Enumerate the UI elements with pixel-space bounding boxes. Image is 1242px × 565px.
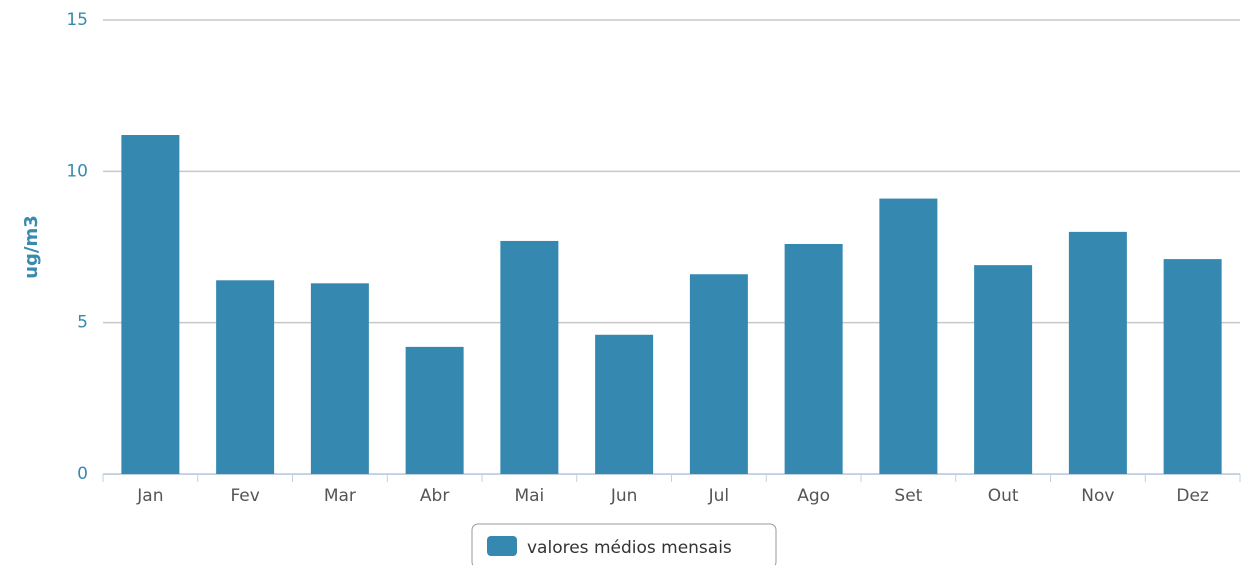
y-tick-label: 10	[66, 161, 88, 181]
bar	[310, 283, 369, 474]
x-tick-label: Ago	[797, 486, 830, 506]
x-tick-label: Nov	[1081, 486, 1114, 506]
x-tick-label: Mar	[324, 486, 356, 506]
bar	[879, 198, 938, 474]
y-axis-label: ug/m3	[21, 215, 42, 279]
x-tick-label: Fev	[230, 486, 259, 506]
x-tick-label: Jan	[136, 486, 163, 506]
x-tick-label: Abr	[420, 486, 449, 506]
x-tick-label: Mai	[514, 486, 544, 506]
x-tick-label: Dez	[1176, 486, 1209, 506]
legend-label: valores médios mensais	[527, 538, 732, 558]
y-tick-label: 5	[77, 313, 88, 333]
bar	[595, 334, 654, 474]
bar	[1068, 231, 1127, 474]
legend-swatch	[487, 536, 517, 556]
bar	[121, 135, 180, 474]
x-tick-label: Jul	[708, 486, 730, 506]
y-tick-label: 15	[66, 10, 88, 30]
bar	[405, 346, 464, 474]
bar	[974, 265, 1033, 474]
y-tick-label: 0	[77, 464, 88, 484]
x-tick-label: Jun	[610, 486, 638, 506]
legend-box	[471, 523, 777, 565]
x-tick-label: Out	[988, 486, 1019, 506]
bar	[689, 274, 748, 474]
x-tick-label: Set	[894, 486, 922, 506]
bar	[500, 240, 559, 474]
bar	[1163, 259, 1222, 474]
bar	[784, 243, 843, 474]
bar	[216, 280, 275, 474]
